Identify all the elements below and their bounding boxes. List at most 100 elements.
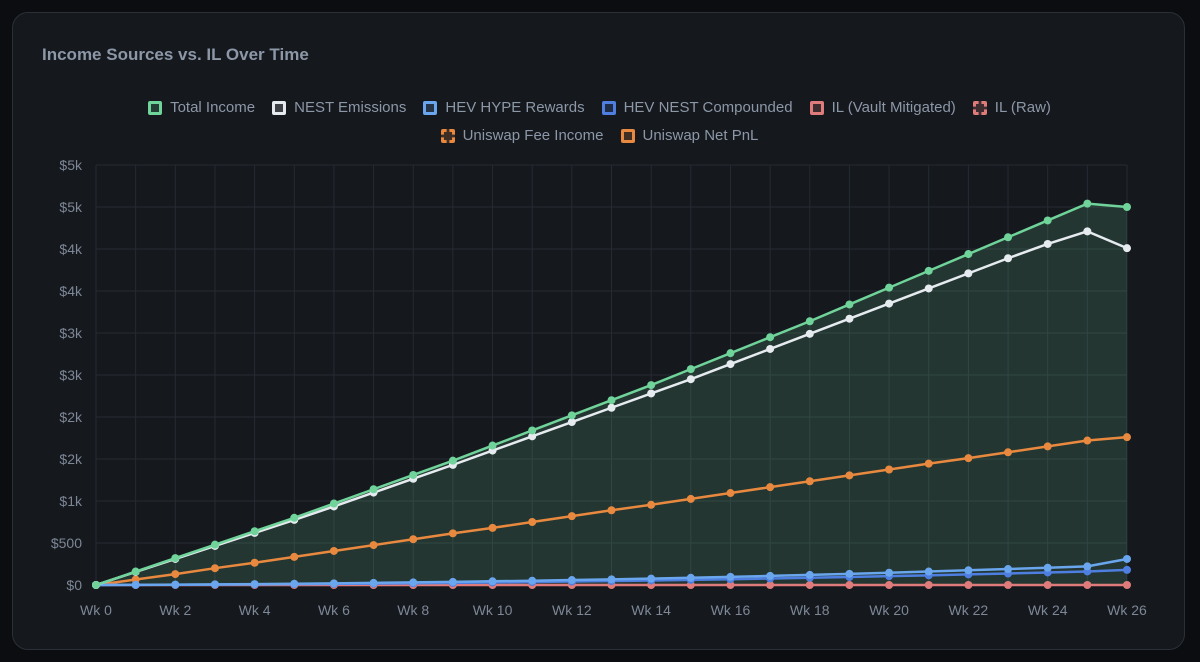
chart-legend: Total Income NEST Emissions HEV HYPE Rewar… bbox=[13, 99, 1186, 144]
legend-label: Uniswap Fee Income bbox=[462, 127, 604, 144]
y-tick-label: $2k bbox=[59, 409, 83, 425]
x-tick-label: Wk 24 bbox=[1028, 602, 1068, 618]
y-tick-label: $5k bbox=[59, 157, 83, 173]
total-income-point bbox=[805, 317, 814, 326]
legend-item[interactable]: Uniswap Net PnL bbox=[620, 127, 758, 144]
uniswap-net-pnl-point bbox=[171, 570, 180, 579]
uniswap-net-pnl-point bbox=[290, 552, 299, 561]
nest-emissions-point bbox=[567, 418, 576, 427]
legend-item[interactable]: HEV NEST Compounded bbox=[601, 99, 793, 116]
total-income-point bbox=[92, 581, 100, 589]
legend-item[interactable]: Uniswap Fee Income bbox=[440, 127, 604, 144]
legend-label: HEV NEST Compounded bbox=[623, 99, 793, 116]
hev-hype-rewards-point bbox=[1004, 565, 1013, 574]
total-income-point bbox=[1043, 216, 1052, 225]
uniswap-net-pnl-point bbox=[210, 564, 219, 573]
hev-nest-compounded-point bbox=[1123, 565, 1131, 574]
uniswap-net-pnl-point bbox=[1083, 436, 1092, 445]
hev-hype-rewards-point bbox=[448, 577, 457, 586]
uniswap-net-pnl-point bbox=[1043, 442, 1052, 451]
total-income-point bbox=[964, 250, 973, 259]
total-income-point bbox=[329, 499, 338, 508]
uniswap-net-pnl-point bbox=[528, 518, 537, 526]
y-tick-label: $0 bbox=[66, 577, 82, 593]
x-tick-label: Wk 14 bbox=[631, 602, 671, 618]
x-tick-label: Wk 10 bbox=[473, 602, 513, 618]
y-tick-label: $1k bbox=[59, 493, 83, 509]
total-income-point bbox=[647, 381, 656, 390]
total-income-point bbox=[290, 513, 299, 522]
hev-hype-rewards-point bbox=[1123, 554, 1131, 563]
uniswap-net-pnl-point bbox=[805, 477, 814, 486]
total-income-point bbox=[924, 266, 933, 275]
il-vault-mitigated-point bbox=[766, 581, 775, 589]
il-vault-mitigated-point bbox=[964, 581, 973, 589]
legend-item[interactable]: IL (Raw) bbox=[972, 99, 1051, 116]
hev-hype-rewards-point bbox=[210, 580, 219, 589]
uniswap-net-pnl-point bbox=[726, 489, 735, 498]
x-tick-label: Wk 16 bbox=[711, 602, 751, 618]
legend-item[interactable]: Total Income bbox=[148, 99, 255, 116]
uniswap-net-pnl-point bbox=[686, 494, 695, 503]
hev-hype-rewards-point bbox=[607, 575, 616, 584]
legend-label: IL (Raw) bbox=[994, 99, 1051, 116]
y-tick-label: $2k bbox=[59, 451, 83, 467]
hev-hype-rewards-point bbox=[171, 580, 180, 589]
total-income-point bbox=[885, 283, 894, 292]
legend-label: Total Income bbox=[170, 99, 256, 116]
il-vault-mitigated-point bbox=[885, 581, 894, 589]
nest-emissions-point bbox=[528, 432, 537, 441]
x-tick-label: Wk 6 bbox=[318, 602, 350, 618]
legend-label: HEV HYPE Rewards bbox=[445, 99, 585, 116]
nest-emissions-point bbox=[964, 269, 973, 278]
uniswap-net-pnl-point bbox=[1123, 433, 1131, 442]
x-tick-label: Wk 26 bbox=[1107, 602, 1147, 618]
x-tick-label: Wk 12 bbox=[552, 602, 592, 618]
uniswap-net-pnl-point bbox=[409, 535, 418, 544]
x-tick-label: Wk 4 bbox=[239, 602, 271, 618]
uniswap-net-pnl-point bbox=[369, 541, 378, 550]
hev-hype-rewards-point bbox=[647, 574, 656, 583]
hev-hype-rewards-point bbox=[964, 566, 973, 575]
x-tick-label: Wk 0 bbox=[80, 602, 112, 618]
hev-hype-rewards-point bbox=[329, 579, 338, 588]
y-tick-label: $500 bbox=[51, 535, 82, 551]
x-tick-label: Wk 8 bbox=[397, 602, 429, 618]
uniswap-net-pnl-point bbox=[964, 454, 973, 463]
legend-item[interactable]: IL (Vault Mitigated) bbox=[809, 99, 956, 116]
total-income-point bbox=[409, 470, 418, 479]
hev-hype-rewards-point bbox=[290, 579, 299, 588]
total-income-point bbox=[567, 411, 576, 420]
nest-emissions-point bbox=[726, 360, 735, 369]
total-income-point bbox=[448, 456, 457, 465]
total-income-point bbox=[369, 485, 378, 494]
uniswap-net-pnl-point bbox=[607, 506, 616, 515]
legend-row: Uniswap Fee Income Uniswap Net PnL bbox=[440, 127, 758, 144]
total-income-point bbox=[250, 527, 259, 536]
il-vault-mitigated-point bbox=[1123, 581, 1131, 589]
hev-hype-rewards-point bbox=[567, 576, 576, 585]
il-vault-mitigated-point bbox=[845, 581, 854, 589]
total-income-point bbox=[171, 554, 180, 563]
legend-item[interactable]: HEV HYPE Rewards bbox=[423, 99, 585, 116]
legend-label: NEST Emissions bbox=[294, 99, 407, 116]
legend-row: Total Income NEST Emissions HEV HYPE Rewar… bbox=[148, 99, 1051, 116]
hev-hype-rewards-point bbox=[369, 578, 378, 587]
y-tick-label: $3k bbox=[59, 325, 83, 341]
x-tick-label: Wk 2 bbox=[159, 602, 191, 618]
nest-emissions-point bbox=[885, 299, 894, 308]
legend-label: IL (Vault Mitigated) bbox=[831, 99, 956, 116]
nest-emissions-point bbox=[766, 344, 775, 353]
legend-item[interactable]: NEST Emissions bbox=[272, 99, 406, 116]
total-income-point bbox=[210, 540, 219, 549]
total-income-point bbox=[1123, 203, 1131, 211]
nest-emissions-point bbox=[686, 375, 695, 384]
uniswap-net-pnl-point bbox=[845, 471, 854, 480]
legend-swatch bbox=[148, 100, 163, 115]
nest-emissions-point bbox=[1123, 244, 1131, 253]
nest-emissions-point bbox=[1004, 254, 1013, 263]
total-income-point bbox=[686, 365, 695, 374]
total-income-point bbox=[607, 396, 616, 405]
legend-swatch bbox=[440, 128, 455, 143]
legend-swatch bbox=[423, 100, 438, 115]
